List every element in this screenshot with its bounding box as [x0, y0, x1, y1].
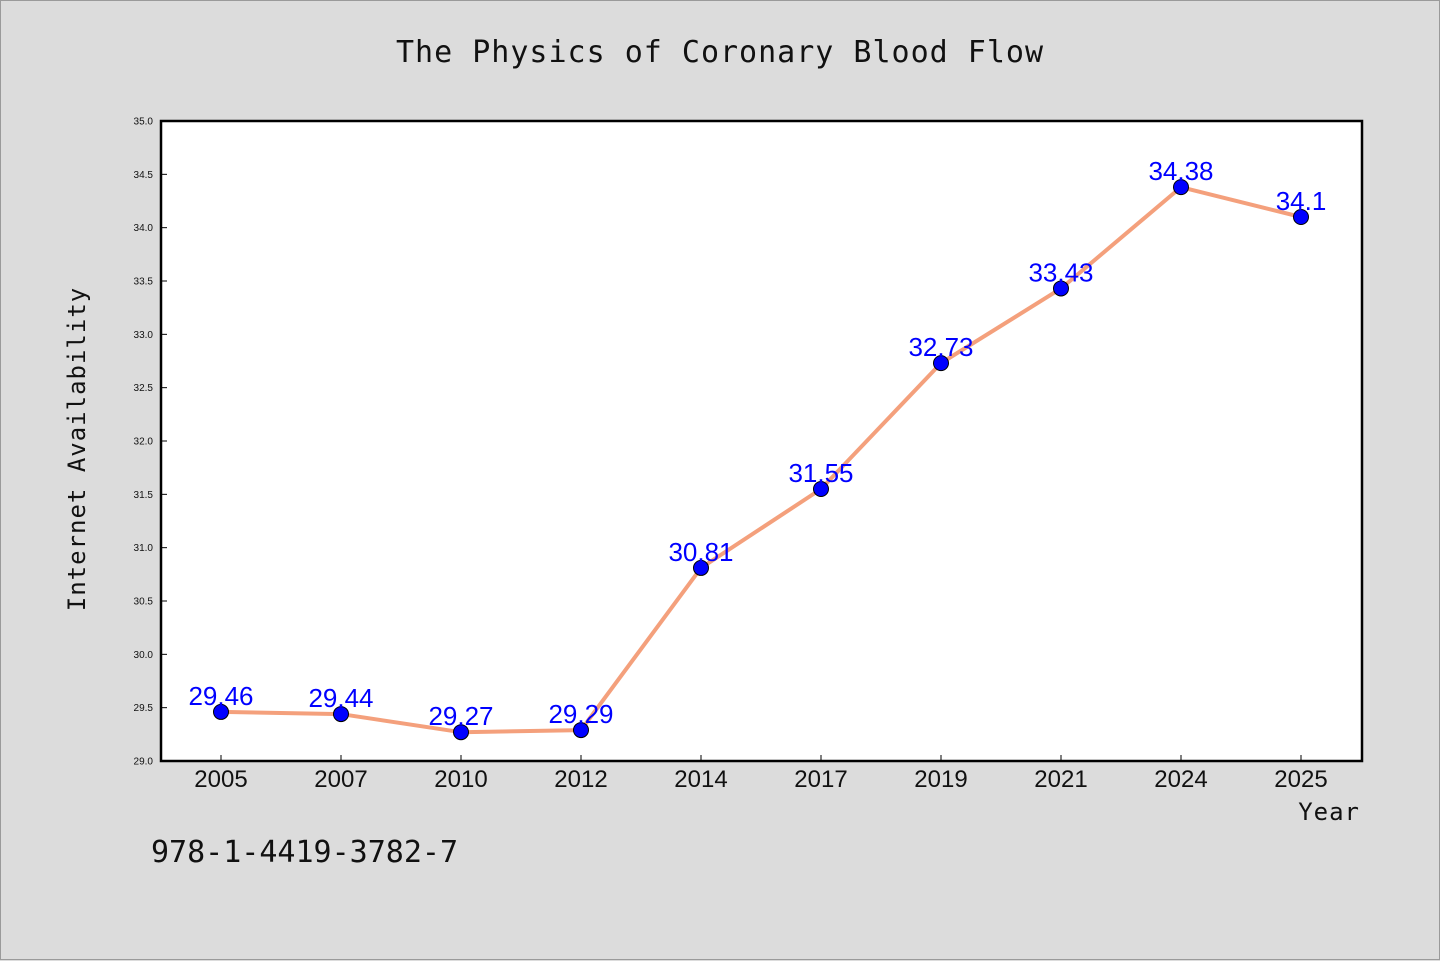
x-tick-label: 2024: [1154, 766, 1207, 793]
data-label: 29.46: [188, 681, 253, 711]
x-tick-label: 2005: [194, 766, 247, 793]
y-tick-label: 34.0: [134, 223, 154, 234]
x-axis-label: Year: [1298, 798, 1360, 826]
x-tick-label: 2025: [1274, 766, 1327, 793]
x-axis: 2005 2007 2010 2012 2014 2017 2019 2021 2024 2025: [194, 755, 1328, 793]
x-tick-label: 2010: [434, 766, 487, 793]
y-tick-label: 31.0: [134, 543, 154, 554]
data-label: 30.81: [668, 537, 733, 567]
data-point: [333, 706, 349, 723]
y-tick-label: 33.5: [134, 277, 154, 288]
data-point: [1053, 280, 1069, 297]
y-tick-label: 30.5: [134, 597, 154, 608]
data-label: 34.38: [1148, 156, 1213, 186]
y-tick-label: 30.0: [134, 650, 154, 661]
y-tick-label: 31.5: [134, 490, 154, 501]
data-label: 33.43: [1028, 257, 1093, 287]
y-tick-label: 32.0: [134, 437, 154, 448]
data-point: [693, 559, 709, 576]
y-tick-label: 34.5: [134, 170, 154, 181]
data-point: [213, 703, 229, 720]
data-label: 31.55: [788, 458, 853, 488]
data-label: 34.1: [1276, 186, 1327, 216]
data-point: [933, 355, 949, 372]
x-tick-label: 2007: [314, 766, 367, 793]
x-tick-label: 2012: [554, 766, 607, 793]
x-tick-label: 2014: [674, 766, 727, 793]
data-label: 32.73: [908, 332, 973, 362]
data-point: [453, 724, 469, 741]
data-point: [1293, 209, 1309, 225]
plot-area: [159, 119, 1364, 763]
y-tick-label: 32.5: [134, 383, 154, 394]
y-tick-label: 35.0: [134, 117, 154, 128]
data-point: [813, 481, 829, 497]
data-point: [573, 722, 589, 739]
data-label: 29.44: [308, 683, 373, 713]
x-tick-label: 2017: [794, 766, 847, 793]
series-group: 29.46 29.44 29.27 29.29 30.81 31.55 32.73 33.43…: [188, 156, 1327, 741]
series-line: [220, 185, 1302, 735]
data-label: 29.29: [548, 699, 613, 729]
data-point: [1173, 179, 1189, 196]
y-axis: 29.0 29.5 30.0 30.5 31.0 31.5 32.0 32.5 33.0 33.5…: [134, 117, 167, 768]
data-label: 29.27: [428, 701, 493, 731]
y-tick-label: 29.0: [134, 757, 154, 768]
isbn-text: 978-1-4419-3782-7: [151, 835, 459, 870]
y-tick-label: 33.0: [134, 330, 154, 341]
chart-title: The Physics of Coronary Blood Flow: [395, 35, 1045, 70]
y-axis-label: Internet Availability: [63, 287, 91, 611]
y-tick-label: 29.5: [134, 703, 154, 714]
x-tick-label: 2019: [914, 766, 967, 793]
x-tick-label: 2021: [1034, 766, 1087, 793]
